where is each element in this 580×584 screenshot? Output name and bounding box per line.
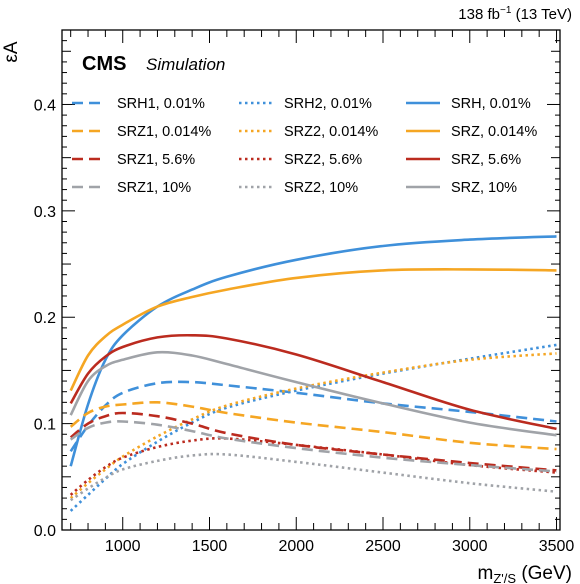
series-line-srz1-0-014-	[69, 400, 557, 451]
y-tick-label: 0.0	[34, 523, 56, 540]
x-tick-label: 2500	[365, 538, 401, 555]
series-line-srz1-5-6-	[69, 411, 557, 472]
lumi-label: 138 fb−1 (13 TeV)	[458, 5, 572, 23]
plot-frame	[61, 29, 561, 531]
y-tick-label: 0.4	[34, 97, 56, 114]
x-tick-label: 2000	[278, 538, 314, 555]
legend-label: SRZ2, 5.6%	[284, 152, 362, 168]
legend: SRH1, 0.01% SRH2, 0.01% SRH, 0.01% SRZ1, 0.…	[72, 96, 537, 196]
experiment-label: CMS	[82, 53, 126, 75]
series-layer	[69, 235, 557, 512]
legend-label: SRZ2, 10%	[284, 180, 358, 196]
legend-label: SRZ2, 0.014%	[284, 124, 378, 140]
legend-label: SRZ1, 5.6%	[117, 152, 195, 168]
legend-label: SRZ1, 0.014%	[117, 124, 211, 140]
legend-label: SRH, 0.01%	[451, 96, 531, 112]
x-tick-label: 3500	[539, 538, 575, 555]
y-tick-label: 0.2	[34, 310, 56, 327]
x-tick-label: 3000	[452, 538, 488, 555]
legend-label: SRH1, 0.01%	[117, 96, 205, 112]
y-axis-title: εA	[1, 41, 22, 62]
series-line-srz-0-014-	[69, 268, 557, 392]
x-axis-title: mZ'/S (GeV)	[478, 563, 573, 584]
legend-label: SRZ1, 10%	[117, 180, 191, 196]
series-line-srz-10-	[69, 350, 557, 437]
series-line-srz2-0-014-	[69, 352, 557, 500]
series-line-srh-0-01-	[69, 235, 557, 467]
x-tick-label: 1500	[192, 538, 228, 555]
series-line-srh2-0-01-	[69, 343, 557, 512]
series-line-srh1-0-01-	[69, 380, 557, 453]
legend-label: SRZ, 0.014%	[451, 124, 537, 140]
legend-label: SRZ, 10%	[451, 180, 517, 196]
legend-label: SRZ, 5.6%	[451, 152, 521, 168]
series-line-srz2-5-6-	[69, 437, 557, 496]
y-tick-label: 0.1	[34, 417, 56, 434]
series-line-srz2-10-	[69, 452, 557, 502]
legend-label: SRH2, 0.01%	[284, 96, 372, 112]
x-tick-label: 1000	[105, 538, 141, 555]
series-line-srz-5-6-	[69, 333, 557, 431]
axes: 1000 1500 2000 2500 3000 3500 0.0 0.1 0.2 0.3 0.4	[34, 29, 575, 555]
y-tick-label: 0.3	[34, 204, 56, 221]
series-line-srz1-10-	[69, 420, 557, 473]
experiment-sublabel: Simulation	[146, 55, 225, 74]
